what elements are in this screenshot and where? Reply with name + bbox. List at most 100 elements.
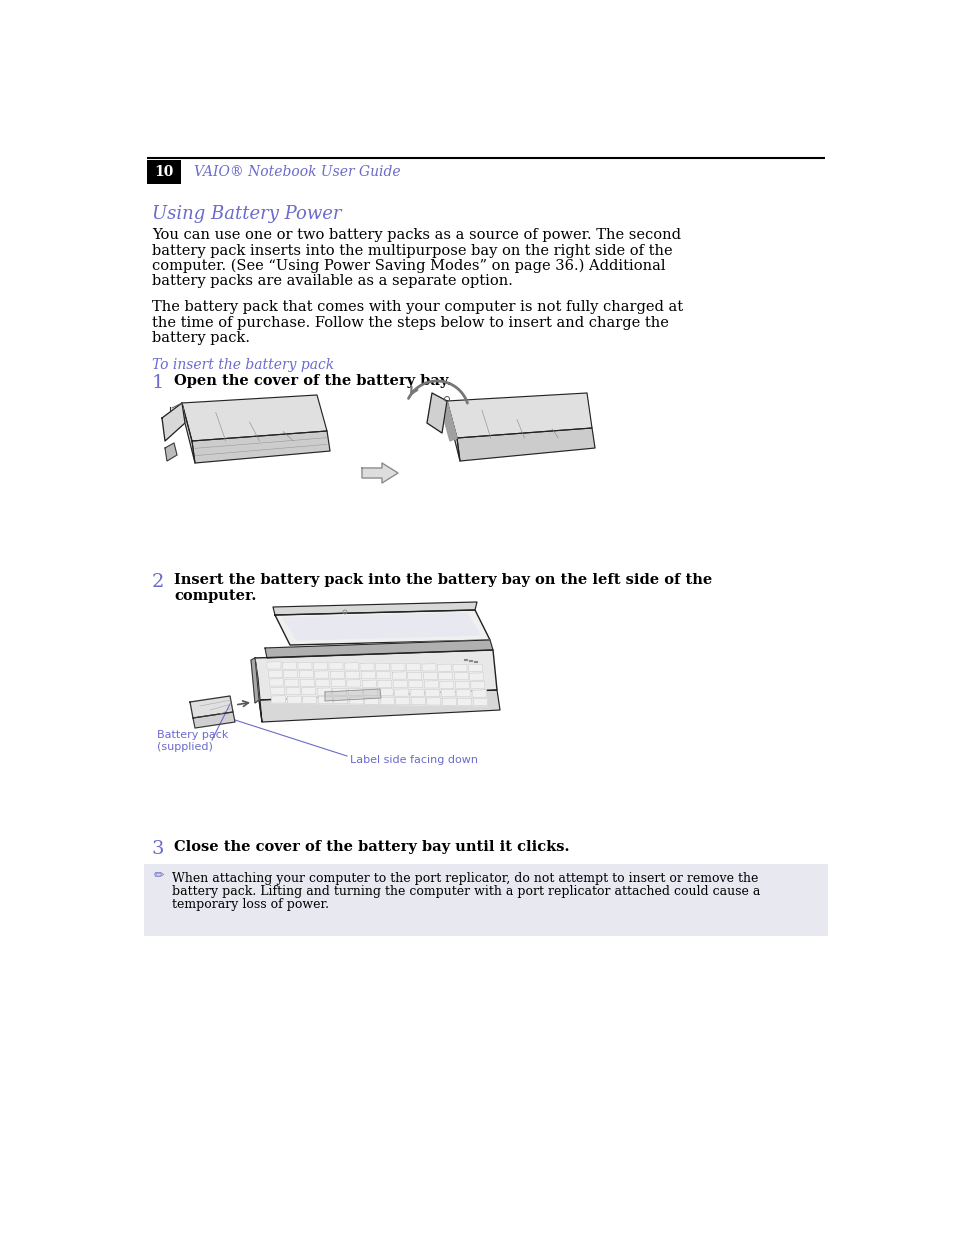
Text: When attaching your computer to the port replicator, do not attempt to insert or: When attaching your computer to the port… bbox=[172, 872, 758, 885]
Polygon shape bbox=[190, 697, 233, 718]
Polygon shape bbox=[325, 689, 380, 701]
Bar bbox=[144, 864, 827, 936]
Polygon shape bbox=[282, 662, 296, 669]
Polygon shape bbox=[254, 650, 497, 700]
Polygon shape bbox=[411, 698, 425, 705]
Polygon shape bbox=[469, 673, 483, 680]
Polygon shape bbox=[302, 697, 316, 704]
Polygon shape bbox=[314, 671, 329, 678]
Text: computer.: computer. bbox=[173, 589, 256, 603]
Polygon shape bbox=[455, 682, 469, 688]
Polygon shape bbox=[359, 663, 374, 671]
Polygon shape bbox=[165, 443, 177, 461]
Polygon shape bbox=[314, 662, 327, 669]
Text: 3: 3 bbox=[152, 840, 164, 858]
Polygon shape bbox=[395, 698, 410, 705]
Polygon shape bbox=[376, 672, 391, 679]
Polygon shape bbox=[392, 672, 406, 679]
Polygon shape bbox=[316, 688, 331, 695]
Polygon shape bbox=[377, 680, 392, 688]
Polygon shape bbox=[473, 699, 487, 705]
Polygon shape bbox=[440, 689, 455, 697]
Polygon shape bbox=[410, 689, 424, 697]
Polygon shape bbox=[361, 672, 375, 679]
Text: You can use one or two battery packs as a source of power. The second: You can use one or two battery packs as … bbox=[152, 228, 680, 242]
Polygon shape bbox=[297, 662, 312, 669]
Polygon shape bbox=[456, 689, 470, 697]
Polygon shape bbox=[254, 658, 262, 722]
Polygon shape bbox=[272, 695, 286, 703]
Polygon shape bbox=[406, 663, 420, 671]
Text: Using Battery Power: Using Battery Power bbox=[152, 205, 341, 224]
Text: the time of purchase. Follow the steps below to insert and charge the: the time of purchase. Follow the steps b… bbox=[152, 315, 668, 330]
Text: Insert the battery pack into the battery bay on the left side of the: Insert the battery pack into the battery… bbox=[173, 573, 712, 587]
Polygon shape bbox=[447, 393, 592, 438]
Polygon shape bbox=[268, 671, 282, 678]
Polygon shape bbox=[345, 672, 359, 678]
Polygon shape bbox=[427, 393, 447, 433]
Polygon shape bbox=[271, 688, 284, 694]
Text: battery pack. Lifting and turning the computer with a port replicator attached c: battery pack. Lifting and turning the co… bbox=[172, 885, 760, 898]
Text: computer. (See “Using Power Saving Modes” on page 36.) Additional: computer. (See “Using Power Saving Modes… bbox=[152, 259, 665, 273]
Polygon shape bbox=[283, 671, 297, 678]
Polygon shape bbox=[329, 663, 343, 669]
Text: To insert the battery pack: To insert the battery pack bbox=[152, 358, 334, 372]
Polygon shape bbox=[283, 613, 479, 640]
Text: Label side facing down: Label side facing down bbox=[350, 755, 477, 764]
Polygon shape bbox=[447, 401, 459, 461]
Polygon shape bbox=[362, 680, 376, 687]
Polygon shape bbox=[454, 673, 468, 680]
Polygon shape bbox=[421, 663, 436, 671]
Text: 10: 10 bbox=[154, 165, 173, 179]
Text: temporary loss of power.: temporary loss of power. bbox=[172, 898, 329, 911]
Polygon shape bbox=[426, 698, 440, 705]
Text: ✏: ✏ bbox=[153, 869, 164, 882]
Polygon shape bbox=[472, 690, 486, 697]
Polygon shape bbox=[393, 680, 407, 688]
Polygon shape bbox=[425, 689, 439, 697]
Polygon shape bbox=[300, 679, 314, 687]
Text: Close the cover of the battery bay until it clicks.: Close the cover of the battery bay until… bbox=[173, 840, 569, 853]
Polygon shape bbox=[331, 679, 345, 687]
Polygon shape bbox=[363, 688, 377, 695]
Polygon shape bbox=[287, 697, 301, 703]
Polygon shape bbox=[269, 679, 283, 685]
Polygon shape bbox=[349, 697, 363, 704]
Polygon shape bbox=[347, 679, 360, 687]
Polygon shape bbox=[182, 395, 327, 441]
Polygon shape bbox=[251, 658, 258, 703]
Polygon shape bbox=[457, 698, 472, 705]
Polygon shape bbox=[456, 429, 595, 461]
Polygon shape bbox=[423, 672, 436, 679]
Polygon shape bbox=[258, 690, 499, 722]
Bar bbox=[147, 161, 181, 184]
Polygon shape bbox=[395, 689, 408, 697]
Polygon shape bbox=[468, 664, 482, 672]
Polygon shape bbox=[318, 697, 332, 704]
Polygon shape bbox=[182, 403, 194, 463]
Polygon shape bbox=[333, 688, 346, 695]
Text: battery pack inserts into the multipurpose bay on the right side of the: battery pack inserts into the multipurpo… bbox=[152, 243, 672, 258]
Polygon shape bbox=[378, 689, 393, 695]
Polygon shape bbox=[439, 680, 454, 688]
Text: 1: 1 bbox=[152, 374, 164, 391]
Text: Battery pack
(supplied): Battery pack (supplied) bbox=[157, 730, 228, 752]
Polygon shape bbox=[407, 672, 421, 679]
Polygon shape bbox=[267, 662, 281, 669]
Text: The battery pack that comes with your computer is not fully charged at: The battery pack that comes with your co… bbox=[152, 300, 682, 314]
Polygon shape bbox=[193, 713, 234, 727]
Polygon shape bbox=[330, 671, 344, 678]
Polygon shape bbox=[380, 698, 394, 704]
Polygon shape bbox=[192, 431, 330, 463]
Polygon shape bbox=[162, 403, 185, 441]
Polygon shape bbox=[285, 679, 298, 687]
Polygon shape bbox=[364, 697, 378, 704]
Polygon shape bbox=[301, 688, 315, 695]
Polygon shape bbox=[361, 463, 397, 483]
Polygon shape bbox=[471, 682, 484, 689]
Polygon shape bbox=[274, 610, 490, 645]
Text: battery pack.: battery pack. bbox=[152, 331, 250, 345]
Text: VAIO® Notebook User Guide: VAIO® Notebook User Guide bbox=[193, 165, 400, 179]
Polygon shape bbox=[344, 663, 358, 671]
Polygon shape bbox=[409, 680, 422, 688]
